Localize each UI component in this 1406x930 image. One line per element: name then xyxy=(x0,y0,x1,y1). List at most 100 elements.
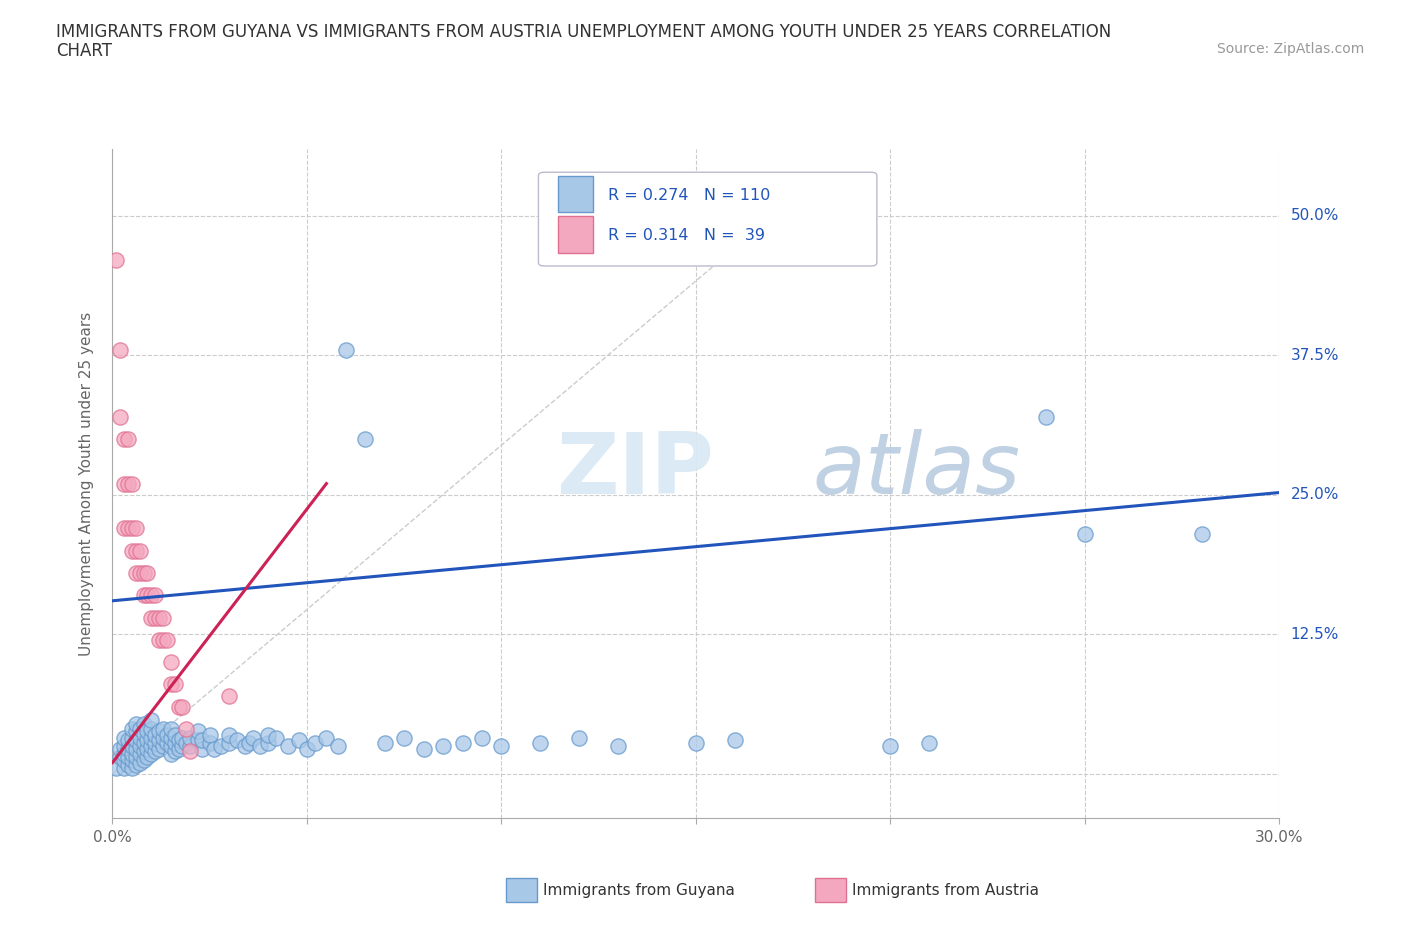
Point xyxy=(451,735,474,750)
Point xyxy=(112,521,135,536)
Text: Immigrants from Guyana: Immigrants from Guyana xyxy=(543,883,734,897)
Text: R = 0.314   N =  39: R = 0.314 N = 39 xyxy=(609,229,765,244)
Point xyxy=(152,722,174,737)
Point xyxy=(685,735,707,750)
Point xyxy=(112,753,135,768)
Point xyxy=(121,521,143,536)
Point xyxy=(295,742,318,757)
Point xyxy=(136,750,159,764)
Point xyxy=(607,738,630,753)
Point xyxy=(1074,526,1097,541)
Point xyxy=(471,731,494,746)
Point xyxy=(148,610,170,625)
Point xyxy=(128,543,150,558)
Point xyxy=(179,731,201,746)
Point xyxy=(167,742,190,757)
Point xyxy=(172,699,194,714)
Point xyxy=(132,588,155,603)
Point xyxy=(264,731,287,746)
Point xyxy=(143,744,166,759)
Point xyxy=(105,253,128,268)
Point xyxy=(156,632,179,647)
Point xyxy=(238,735,260,750)
Point xyxy=(117,742,139,757)
Point xyxy=(491,738,513,753)
Point xyxy=(198,727,221,742)
Point xyxy=(136,742,159,757)
Point xyxy=(218,735,240,750)
Point xyxy=(148,632,170,647)
Text: 50.0%: 50.0% xyxy=(1291,208,1339,223)
Point xyxy=(125,565,148,580)
FancyBboxPatch shape xyxy=(538,172,877,266)
Text: IMMIGRANTS FROM GUYANA VS IMMIGRANTS FROM AUSTRIA UNEMPLOYMENT AMONG YOUTH UNDER: IMMIGRANTS FROM GUYANA VS IMMIGRANTS FRO… xyxy=(56,23,1112,41)
Point xyxy=(148,724,170,738)
Point xyxy=(160,731,183,746)
Point xyxy=(152,610,174,625)
Point xyxy=(112,746,135,761)
Point xyxy=(112,738,135,753)
Point xyxy=(172,731,194,746)
Point xyxy=(167,733,190,748)
Text: 25.0%: 25.0% xyxy=(1291,487,1339,502)
Point xyxy=(141,738,163,753)
Point xyxy=(125,757,148,772)
Point xyxy=(198,735,221,750)
Point xyxy=(412,742,434,757)
Point xyxy=(141,588,163,603)
Point xyxy=(112,761,135,776)
Point xyxy=(117,750,139,764)
Point xyxy=(160,738,183,753)
Point xyxy=(136,588,159,603)
Point xyxy=(209,738,232,753)
Point xyxy=(125,521,148,536)
Point xyxy=(132,735,155,750)
Point xyxy=(117,733,139,748)
Point xyxy=(121,738,143,753)
Point xyxy=(1035,409,1057,424)
FancyBboxPatch shape xyxy=(558,176,593,212)
Point xyxy=(354,432,377,446)
Point xyxy=(152,738,174,753)
Y-axis label: Unemployment Among Youth under 25 years: Unemployment Among Youth under 25 years xyxy=(79,312,94,656)
Point xyxy=(163,677,186,692)
Point xyxy=(529,735,551,750)
Point xyxy=(132,716,155,731)
Point xyxy=(121,476,143,491)
Point xyxy=(191,733,214,748)
Point xyxy=(163,735,186,750)
Point xyxy=(132,744,155,759)
Point xyxy=(179,738,201,753)
Point xyxy=(110,742,132,757)
Point xyxy=(218,727,240,742)
Point xyxy=(117,432,139,446)
Point xyxy=(112,476,135,491)
Point xyxy=(128,722,150,737)
Point xyxy=(148,742,170,757)
Point xyxy=(132,565,155,580)
Point xyxy=(187,733,209,748)
Point xyxy=(148,733,170,748)
Point xyxy=(128,746,150,761)
Point xyxy=(143,588,166,603)
Point xyxy=(918,735,941,750)
Point xyxy=(187,724,209,738)
Point xyxy=(160,677,183,692)
Point xyxy=(249,738,271,753)
Point xyxy=(128,731,150,746)
Point xyxy=(112,731,135,746)
Point xyxy=(136,724,159,738)
Point xyxy=(172,738,194,753)
Point xyxy=(110,342,132,357)
Point xyxy=(136,565,159,580)
Point xyxy=(143,735,166,750)
Point xyxy=(141,746,163,761)
Point xyxy=(288,733,311,748)
Point xyxy=(112,432,135,446)
Point xyxy=(392,731,416,746)
Point xyxy=(143,610,166,625)
Point xyxy=(121,731,143,746)
Text: Immigrants from Austria: Immigrants from Austria xyxy=(852,883,1039,897)
Point xyxy=(242,731,264,746)
Point xyxy=(724,733,747,748)
